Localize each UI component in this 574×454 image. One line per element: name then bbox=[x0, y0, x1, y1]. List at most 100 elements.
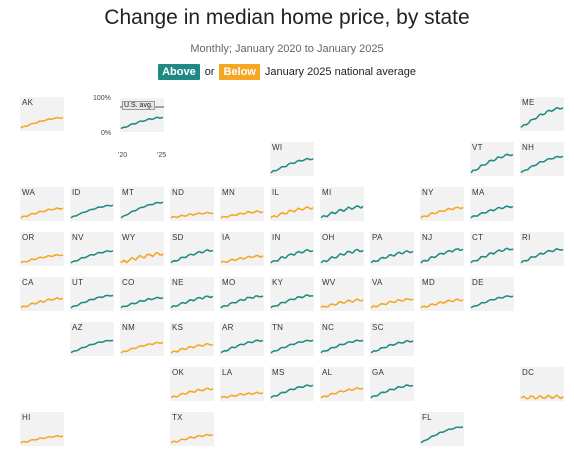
state-tile-in: IN bbox=[270, 232, 314, 266]
state-label: WA bbox=[22, 188, 36, 197]
state-tile-mt: MT bbox=[120, 187, 164, 221]
key-avg-tag: U.S. avg. bbox=[122, 101, 155, 110]
state-tile-nc: NC bbox=[320, 322, 364, 356]
state-tile-pa: PA bbox=[370, 232, 414, 266]
state-sparkline-chart bbox=[20, 116, 64, 129]
state-label: FL bbox=[422, 413, 432, 422]
state-sparkline-chart bbox=[120, 296, 164, 309]
state-tile-va: VA bbox=[370, 277, 414, 311]
state-tile-mi: MI bbox=[320, 187, 364, 221]
state-tile-dc: DC bbox=[520, 367, 564, 401]
state-sparkline-chart bbox=[420, 206, 464, 219]
state-series-line bbox=[120, 296, 164, 309]
state-tile-nh: NH bbox=[520, 142, 564, 176]
state-sparkline-chart bbox=[320, 248, 364, 264]
state-sparkline-chart bbox=[220, 295, 264, 309]
state-series-line bbox=[70, 294, 114, 309]
key-series-line bbox=[120, 116, 164, 130]
state-series-line bbox=[220, 295, 264, 309]
state-label: WY bbox=[122, 233, 136, 242]
state-series-line bbox=[170, 433, 214, 444]
legend-below-chip: Below bbox=[219, 64, 260, 80]
state-label: OR bbox=[22, 233, 35, 242]
state-sparkline-chart bbox=[270, 339, 314, 354]
state-label: CA bbox=[22, 278, 34, 287]
state-label: NC bbox=[322, 323, 335, 332]
legend-or-text: or bbox=[204, 66, 215, 78]
state-label: NE bbox=[172, 278, 184, 287]
state-label: IL bbox=[272, 188, 280, 197]
state-sparkline-chart bbox=[320, 205, 364, 219]
key-x-start-label: '20 bbox=[118, 152, 128, 159]
state-series-line bbox=[420, 248, 464, 264]
legend-above-chip: Above bbox=[158, 64, 200, 80]
state-sparkline-chart bbox=[320, 387, 364, 399]
state-series-line bbox=[420, 298, 464, 309]
state-label: OK bbox=[172, 368, 185, 377]
state-series-line bbox=[370, 339, 414, 354]
state-series-line bbox=[170, 295, 214, 309]
state-sparkline-chart bbox=[370, 339, 414, 354]
state-tile-ar: AR bbox=[220, 322, 264, 356]
legend-suffix: January 2025 national average bbox=[264, 66, 416, 78]
state-series-line bbox=[370, 384, 414, 399]
state-label: CT bbox=[472, 233, 484, 242]
state-label: UT bbox=[72, 278, 84, 287]
state-tile-ut: UT bbox=[70, 277, 114, 311]
state-label: IA bbox=[222, 233, 231, 242]
key-y-bottom-label: 0% bbox=[101, 130, 112, 137]
state-tile-fl: FL bbox=[420, 412, 464, 446]
state-label: MN bbox=[222, 188, 236, 197]
state-tile-az: AZ bbox=[70, 322, 114, 356]
state-tile-me: ME bbox=[520, 97, 564, 131]
state-tile-al: AL bbox=[320, 367, 364, 401]
state-tile-nj: NJ bbox=[420, 232, 464, 266]
state-label: HI bbox=[22, 413, 31, 422]
state-label: VT bbox=[472, 143, 483, 152]
state-sparkline-chart bbox=[270, 384, 314, 399]
state-label: DC bbox=[522, 368, 535, 377]
state-sparkline-chart bbox=[370, 384, 414, 399]
state-tile-mn: MN bbox=[220, 187, 264, 221]
state-label: AR bbox=[222, 323, 234, 332]
state-sparkline-chart bbox=[520, 155, 564, 174]
state-sparkline-chart bbox=[420, 248, 464, 264]
state-sparkline-chart bbox=[20, 253, 64, 264]
state-label: MT bbox=[122, 188, 135, 197]
state-series-line bbox=[520, 106, 564, 128]
state-label: TX bbox=[172, 413, 183, 422]
state-label: NY bbox=[422, 188, 434, 197]
state-sparkline-chart bbox=[420, 426, 464, 444]
state-tile-ri: RI bbox=[520, 232, 564, 266]
state-tile-sc: SC bbox=[370, 322, 414, 356]
state-label: IN bbox=[272, 233, 281, 242]
state-label: OH bbox=[322, 233, 335, 242]
state-series-line bbox=[120, 341, 164, 354]
state-tile-ok: OK bbox=[170, 367, 214, 401]
state-series-line bbox=[270, 205, 314, 219]
state-sparkline-chart bbox=[270, 157, 314, 174]
state-sparkline-chart bbox=[170, 211, 214, 219]
state-label: ME bbox=[522, 98, 535, 107]
state-sparkline-chart bbox=[170, 249, 214, 264]
state-sparkline-chart bbox=[170, 387, 214, 399]
state-series-line bbox=[470, 247, 514, 264]
state-series-line bbox=[170, 211, 214, 219]
state-series-line bbox=[520, 155, 564, 174]
state-label: VA bbox=[372, 278, 383, 287]
state-sparkline-chart bbox=[270, 294, 314, 309]
state-sparkline-chart bbox=[220, 210, 264, 219]
state-label: NH bbox=[522, 143, 535, 152]
state-series-line bbox=[520, 394, 564, 400]
state-sparkline-chart bbox=[70, 204, 114, 219]
state-sparkline-chart bbox=[220, 254, 264, 264]
state-label: NM bbox=[122, 323, 136, 332]
state-series-line bbox=[70, 204, 114, 219]
state-series-line bbox=[270, 157, 314, 174]
state-sparkline-chart bbox=[520, 247, 564, 264]
state-tile-ia: IA bbox=[220, 232, 264, 266]
state-sparkline-chart bbox=[370, 297, 414, 309]
state-tile-de: DE bbox=[470, 277, 514, 311]
state-sparkline-chart bbox=[70, 339, 114, 354]
state-tile-ky: KY bbox=[270, 277, 314, 311]
